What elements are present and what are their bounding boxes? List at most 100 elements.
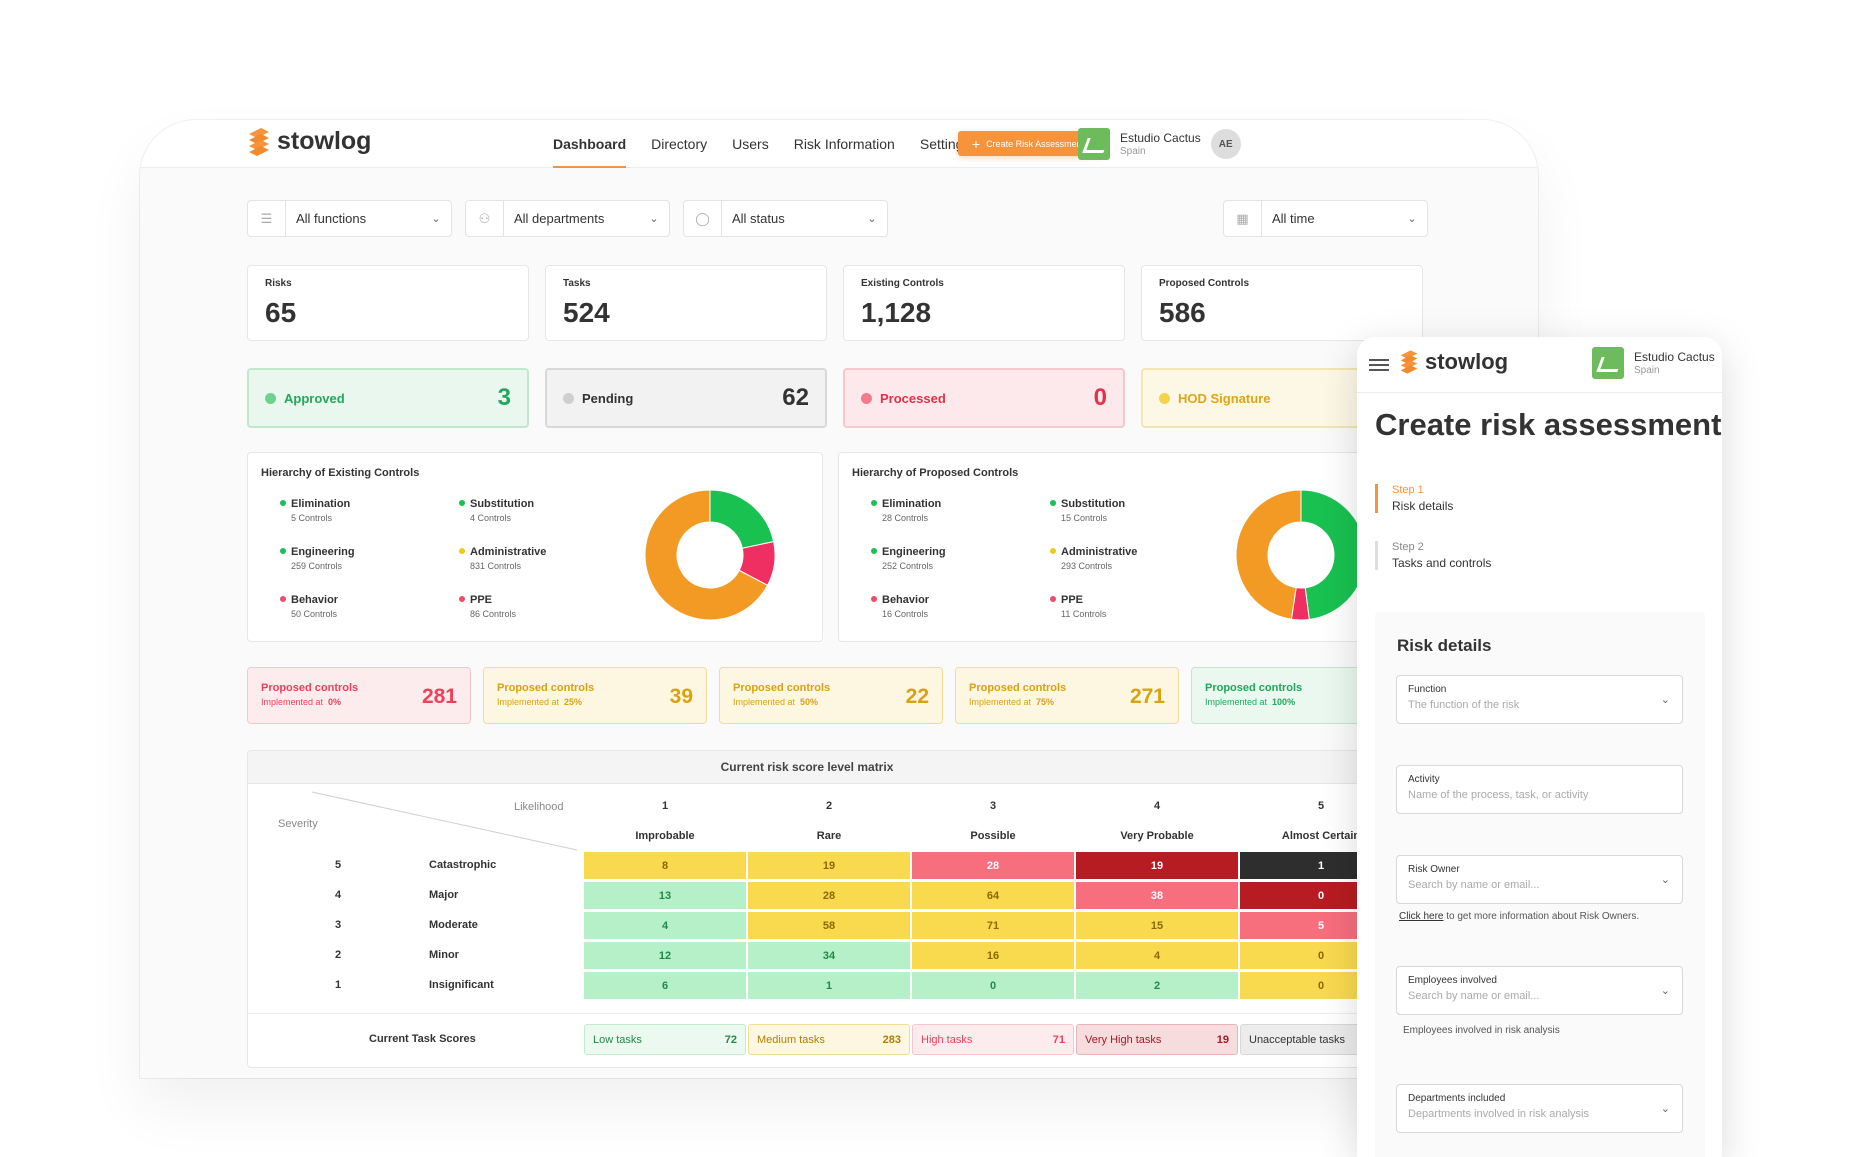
organization-switcher[interactable]: Estudio Cactus Spain AE bbox=[1078, 128, 1241, 160]
stat-card-tasks[interactable]: Tasks 524 bbox=[545, 265, 827, 341]
matrix-cell[interactable]: 38 bbox=[1076, 882, 1238, 909]
hamburger-menu-icon[interactable] bbox=[1369, 359, 1389, 371]
matrix-cell[interactable]: 19 bbox=[748, 852, 910, 879]
risk-owner-info-link[interactable]: Click here bbox=[1399, 911, 1444, 922]
matrix-cell[interactable]: 16 bbox=[912, 942, 1074, 969]
nav-settings[interactable]: Settings bbox=[919, 136, 971, 152]
legend-count: 50 Controls bbox=[291, 609, 338, 619]
mobile-create-risk-assessment-panel: stowlog Estudio Cactus Spain Create risk… bbox=[1357, 337, 1722, 1157]
step-number: Step 1 bbox=[1392, 484, 1424, 496]
proposed-controls-label: Proposed controls bbox=[1205, 682, 1303, 694]
legend-label: Elimination bbox=[291, 498, 351, 510]
matrix-cell[interactable]: 19 bbox=[1076, 852, 1238, 879]
matrix-cell[interactable]: 34 bbox=[748, 942, 910, 969]
matrix-cell[interactable]: 6 bbox=[584, 972, 746, 999]
task-score-label: Medium tasks bbox=[757, 1033, 825, 1046]
mobile-brand-logo[interactable]: stowlog bbox=[1399, 349, 1508, 375]
legend-label: Substitution bbox=[470, 498, 535, 510]
implemented-label: Implemented at bbox=[969, 697, 1032, 707]
function-select[interactable]: Function The function of the risk ⌄ bbox=[1396, 675, 1683, 724]
proposed-controls-donut-chart bbox=[1236, 490, 1366, 620]
brand-logo[interactable]: stowlog bbox=[247, 127, 371, 156]
matrix-cell[interactable]: 71 bbox=[912, 912, 1074, 939]
calendar-icon: ▦ bbox=[1224, 201, 1262, 236]
implemented-line: Implemented at 75% bbox=[969, 697, 1165, 707]
matrix-cell[interactable]: 4 bbox=[1076, 942, 1238, 969]
organization-country: Spain bbox=[1634, 365, 1660, 376]
matrix-cell[interactable]: 15 bbox=[1076, 912, 1238, 939]
likelihood-name: Almost Certain bbox=[1281, 830, 1361, 842]
nav-dashboard[interactable]: Dashboard bbox=[553, 120, 627, 168]
matrix-cell[interactable]: 64 bbox=[912, 882, 1074, 909]
filter-departments-value: All departments bbox=[514, 211, 605, 226]
task-score-badge[interactable]: High tasks 71 bbox=[912, 1024, 1074, 1055]
legend-dot bbox=[1050, 548, 1056, 554]
stat-title: Proposed Controls bbox=[1159, 278, 1250, 289]
matrix-title: Current risk score level matrix bbox=[248, 751, 1366, 784]
activity-input[interactable]: Activity Name of the process, task, or a… bbox=[1396, 765, 1683, 814]
legend-label: Behavior bbox=[882, 594, 930, 606]
matrix-cell[interactable]: 8 bbox=[584, 852, 746, 879]
proposed-controls-card-75[interactable]: Proposed controls Implemented at 75% 271 bbox=[955, 667, 1179, 724]
mobile-organization-switcher[interactable]: Estudio Cactus Spain bbox=[1592, 347, 1715, 379]
nav-risk-information[interactable]: Risk Information bbox=[793, 136, 895, 152]
matrix-cell[interactable]: 2 bbox=[1076, 972, 1238, 999]
brand-name: stowlog bbox=[277, 127, 372, 155]
user-avatar[interactable]: AE bbox=[1210, 129, 1241, 159]
field-label: Risk Owner bbox=[1408, 864, 1460, 875]
status-card-pending[interactable]: Pending 62 bbox=[545, 368, 827, 428]
filter-functions[interactable]: ☰ All functions ⌄ bbox=[247, 200, 452, 237]
current-task-scores-label: Current Task Scores bbox=[369, 1033, 476, 1045]
filter-time[interactable]: ▦ All time ⌄ bbox=[1223, 200, 1428, 237]
step-1-risk-details[interactable]: Step 1 Risk details bbox=[1375, 484, 1453, 513]
employees-involved-select[interactable]: Employees involved Search by name or ema… bbox=[1396, 966, 1683, 1015]
task-score-badge[interactable]: Low tasks 72 bbox=[584, 1024, 746, 1055]
task-score-badge[interactable]: Very High tasks 19 bbox=[1076, 1024, 1238, 1055]
legend-elimination: Elimination 28 Controls bbox=[871, 498, 941, 523]
proposed-controls-count: 271 bbox=[1129, 685, 1165, 708]
stat-card-risks[interactable]: Risks 65 bbox=[247, 265, 529, 341]
departments-included-select[interactable]: Departments included Departments involve… bbox=[1396, 1084, 1683, 1133]
status-dot bbox=[1159, 392, 1170, 404]
step-description: Tasks and controls bbox=[1392, 556, 1492, 570]
legend-substitution: Substitution 15 Controls bbox=[1050, 498, 1125, 523]
likelihood-name: Very Probable bbox=[1120, 830, 1194, 842]
severity-name: Insignificant bbox=[429, 979, 494, 991]
severity-name: Major bbox=[429, 889, 459, 901]
risk-owner-select[interactable]: Risk Owner Search by name or email... ⌄ bbox=[1396, 855, 1683, 904]
status-card-approved[interactable]: Approved 3 bbox=[247, 368, 529, 428]
matrix-cell[interactable]: 0 bbox=[912, 972, 1074, 999]
task-score-value: 283 bbox=[882, 1033, 901, 1046]
legend-count: 11 Controls bbox=[1061, 609, 1107, 619]
stat-card-existing-controls[interactable]: Existing Controls 1,128 bbox=[843, 265, 1125, 341]
task-score-badge[interactable]: Medium tasks 283 bbox=[748, 1024, 910, 1055]
likelihood-number: 4 bbox=[1153, 800, 1161, 812]
proposed-controls-card-25[interactable]: Proposed controls Implemented at 25% 39 bbox=[483, 667, 707, 724]
stat-title: Existing Controls bbox=[861, 278, 944, 289]
legend-dot bbox=[871, 596, 877, 602]
filter-departments[interactable]: ⚇ All departments ⌄ bbox=[465, 200, 670, 237]
legend-label: Administrative bbox=[1061, 546, 1138, 558]
step-2-tasks-and-controls[interactable]: Step 2 Tasks and controls bbox=[1375, 541, 1491, 570]
nav-directory[interactable]: Directory bbox=[651, 136, 708, 152]
nav-users[interactable]: Users bbox=[732, 136, 769, 152]
stat-card-proposed-controls[interactable]: Proposed Controls 586 bbox=[1141, 265, 1423, 341]
top-navigation-bar: stowlog Dashboard Directory Users Risk I… bbox=[140, 120, 1538, 168]
step-description: Risk details bbox=[1392, 499, 1454, 513]
status-card-processed[interactable]: Processed 0 bbox=[843, 368, 1125, 428]
matrix-cell[interactable]: 28 bbox=[912, 852, 1074, 879]
legend-label: Elimination bbox=[882, 498, 942, 510]
proposed-controls-card-50[interactable]: Proposed controls Implemented at 50% 22 bbox=[719, 667, 943, 724]
status-count: 62 bbox=[782, 384, 809, 411]
filter-status[interactable]: ◯ All status ⌄ bbox=[683, 200, 888, 237]
matrix-cell[interactable]: 1 bbox=[748, 972, 910, 999]
matrix-cell[interactable]: 13 bbox=[584, 882, 746, 909]
proposed-controls-card-0[interactable]: Proposed controls Implemented at 0% 281 bbox=[247, 667, 471, 724]
matrix-cell[interactable]: 28 bbox=[748, 882, 910, 909]
matrix-cell[interactable]: 58 bbox=[748, 912, 910, 939]
matrix-cell[interactable]: 4 bbox=[584, 912, 746, 939]
matrix-cell[interactable]: 12 bbox=[584, 942, 746, 969]
create-risk-assessment-button[interactable]: + Create Risk Assessment bbox=[958, 131, 1098, 156]
proposed-controls-count: 22 bbox=[905, 685, 929, 708]
severity-number: 5 bbox=[335, 859, 342, 871]
